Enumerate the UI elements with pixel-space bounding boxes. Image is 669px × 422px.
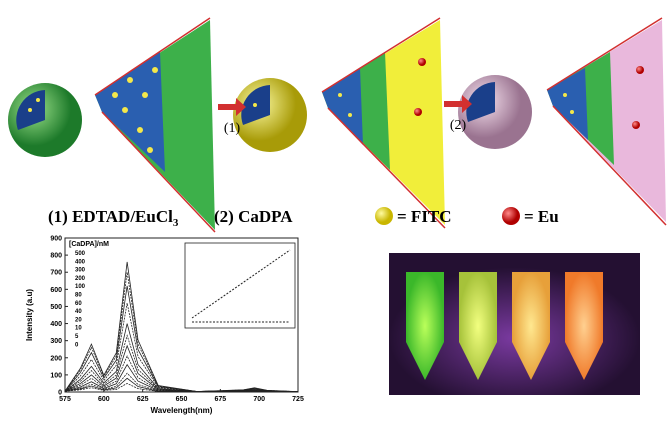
- caption-sub: 3: [173, 217, 179, 229]
- spectrum-chart: 0 100 200 300 400 500 600 700 800 900 575 600 625 650…: [25, 236, 304, 416]
- legend-entry: 100: [75, 284, 86, 290]
- legend-entry: 5: [75, 334, 79, 340]
- fitc-key: [375, 207, 393, 225]
- x-tick-label: 625: [137, 396, 149, 403]
- spectrum-line: [65, 336, 298, 392]
- y-tick-label: 100: [50, 372, 62, 379]
- x-tick-label: 700: [253, 396, 265, 403]
- legend-entry: 500: [75, 251, 86, 257]
- y-tick-label: 400: [50, 321, 62, 328]
- step-label: (1): [224, 121, 241, 136]
- y-tick-label: 900: [50, 236, 62, 243]
- legend-entry: 60: [75, 301, 82, 307]
- x-tick-label: 575: [59, 396, 71, 403]
- key-label: = FITC: [397, 207, 452, 226]
- x-tick-label: 675: [214, 396, 226, 403]
- eu-key: [502, 207, 520, 225]
- legend-entry: 0: [75, 342, 79, 348]
- y-axis-label: Intensity (a.u): [25, 289, 34, 341]
- photo: [389, 253, 640, 395]
- key-label: = Eu: [524, 207, 559, 226]
- legend-entry: 10: [75, 326, 82, 332]
- x-tick-label: 650: [176, 396, 188, 403]
- y-tick-label: 200: [50, 355, 62, 362]
- legend-entry: 400: [75, 259, 86, 265]
- x-tick-label: 725: [292, 396, 304, 403]
- scheme: (1) (2): [8, 18, 666, 232]
- legend-entry: 40: [75, 309, 82, 315]
- caption: (2) CaDPA: [214, 207, 293, 226]
- caption-text: (1) EDTAD/EuCl: [48, 207, 173, 226]
- caption: (1) EDTAD/EuCl3: [48, 207, 179, 229]
- legend-entry: 200: [75, 276, 86, 282]
- figure: (1) (2) (1) EDTAD/EuCl3 (2) CaDPA = FITC…: [0, 0, 669, 422]
- y-tick-label: 600: [50, 287, 62, 294]
- legend-entry: 80: [75, 293, 82, 299]
- legend-entry: 300: [75, 268, 86, 274]
- y-tick-label: 700: [50, 270, 62, 277]
- legend-title: [CaDPA]/nM: [69, 241, 109, 248]
- legend-entry: 20: [75, 317, 82, 323]
- y-tick-label: 300: [50, 338, 62, 345]
- spectrum-line: [65, 324, 298, 392]
- y-tick-label: 800: [50, 253, 62, 260]
- y-tick-label: 500: [50, 304, 62, 311]
- x-tick-label: 600: [98, 396, 110, 403]
- x-axis-label: Wavelength(nm): [151, 406, 213, 415]
- step-label: (2): [450, 118, 467, 133]
- inset: [185, 243, 295, 328]
